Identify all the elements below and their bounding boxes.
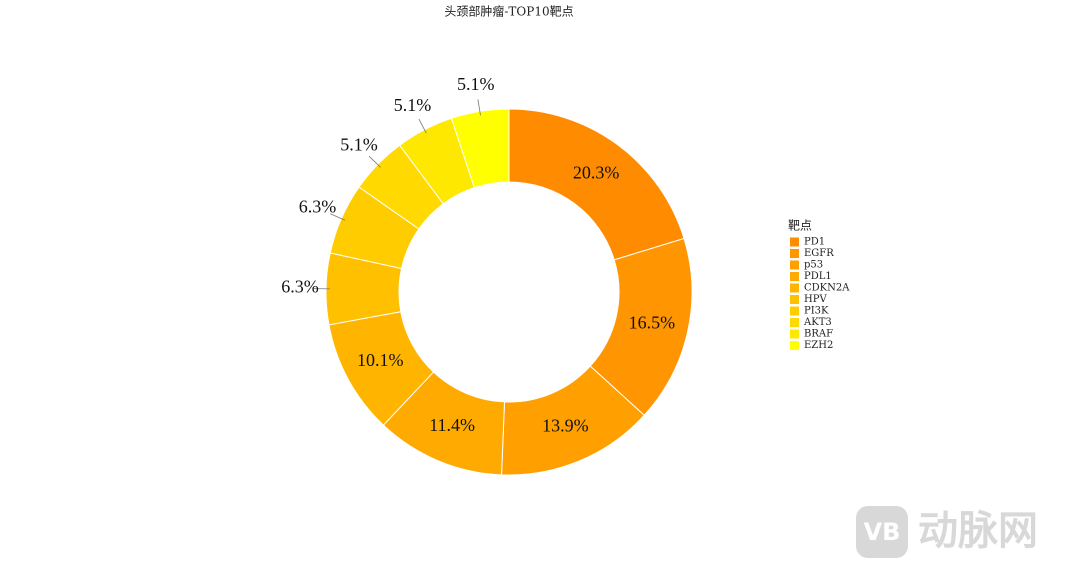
leader-line xyxy=(330,213,346,221)
legend-label: p53 xyxy=(804,260,823,271)
legend-label: EZH2 xyxy=(804,340,833,351)
watermark-text: 动脉网 xyxy=(918,508,1038,554)
leader-line xyxy=(418,118,427,134)
slice xyxy=(450,108,510,189)
legend-label: PDL1 xyxy=(804,271,832,282)
value-label: 20.3% xyxy=(573,162,620,182)
leader-line xyxy=(368,155,381,168)
value-label: 5.1% xyxy=(457,74,495,94)
value-label: 6.3% xyxy=(281,277,319,297)
legend-swatch xyxy=(790,283,799,293)
chart-title: 头颈部肿瘤-TOP10靶点 xyxy=(444,4,573,19)
legend-swatch xyxy=(790,237,799,247)
legend-swatch xyxy=(790,260,799,270)
legend-label: PI3K xyxy=(804,306,829,317)
legend-label: EGFR xyxy=(804,248,834,259)
legend-swatch xyxy=(790,272,799,281)
legend-swatch xyxy=(790,306,799,316)
leader-line xyxy=(477,99,481,116)
legend-label: BRAF xyxy=(804,329,833,340)
watermark-logo-box xyxy=(856,506,908,558)
legend-label: PD1 xyxy=(804,237,825,248)
value-label: 10.1% xyxy=(357,350,404,370)
value-label: 11.4% xyxy=(429,415,475,435)
legend-swatch xyxy=(790,318,799,327)
value-label: 5.1% xyxy=(394,95,432,115)
value-label: 6.3% xyxy=(299,196,337,216)
legend-swatch xyxy=(790,295,799,304)
legend-swatch xyxy=(790,341,799,350)
value-label: 16.5% xyxy=(629,312,676,332)
legend-swatch xyxy=(790,329,799,339)
legend-label: AKT3 xyxy=(803,317,832,328)
legend-title: 靶点 xyxy=(788,219,812,233)
value-label: 13.9% xyxy=(542,415,589,435)
legend-label: CDKN2A xyxy=(804,283,850,294)
legend-label: HPV xyxy=(804,294,827,305)
legend-swatch xyxy=(790,249,799,258)
watermark-logo: VB xyxy=(864,518,901,546)
slice xyxy=(508,108,685,261)
value-label: 5.1% xyxy=(340,135,378,155)
